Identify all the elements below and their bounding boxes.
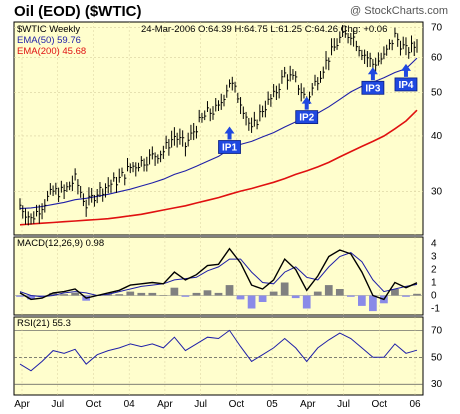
macd-histogram-bar	[203, 290, 212, 296]
macd-histogram-bar	[225, 285, 234, 296]
callout-box	[218, 140, 241, 154]
rsi-tick-label: 50	[431, 352, 443, 363]
macd-histogram-bar	[170, 287, 179, 296]
price-tick-label: 30	[431, 187, 443, 198]
callout-label: IP2	[299, 113, 314, 124]
macd-histogram-bar	[369, 295, 377, 312]
callout-ip4: IP4	[394, 63, 418, 92]
macd-histogram-bar	[49, 292, 57, 296]
macd-histogram-bar	[391, 289, 399, 296]
macd-histogram-bar	[346, 295, 355, 297]
callout-ip1: IP1	[218, 126, 241, 154]
callout-arrow-icon	[400, 63, 411, 77]
x-tick-label: Jul	[337, 399, 350, 410]
macd-histogram-bar	[16, 295, 24, 297]
x-tick-label: Jul	[51, 399, 64, 410]
x-tick-label: 06	[409, 399, 421, 410]
macd-histogram-bar	[247, 295, 256, 309]
callout-label: IP1	[222, 143, 237, 154]
macd-histogram-bar	[159, 295, 168, 296]
ema50-label: EMA(50) 59.76	[17, 35, 81, 46]
ema200-line	[19, 109, 418, 226]
x-tick-label: Apr	[14, 399, 30, 410]
price-tick-label: 60	[431, 52, 443, 63]
macd-histogram-bar	[60, 294, 68, 296]
x-tick-label: Apr	[300, 399, 316, 410]
x-tick-label: 05	[267, 399, 279, 410]
watermark: @ StockCharts.com	[350, 5, 448, 17]
macd-histogram-bar	[27, 295, 35, 300]
x-tick-label: Jul	[194, 399, 207, 410]
quote-label: 24-Mar-2006 O:64.39 H:64.75 L:61.25 C:64…	[141, 24, 387, 35]
macd-histogram-bar	[38, 295, 46, 297]
macd-tick-label: -1	[431, 304, 440, 315]
callout-ip2: IP2	[295, 96, 319, 125]
macd-histogram-bar	[104, 294, 113, 296]
macd-histogram-bar	[291, 295, 300, 299]
rsi-tick-label: 70	[431, 325, 443, 336]
macd-tick-label: 1	[431, 278, 437, 289]
x-tick-label: Apr	[157, 399, 173, 410]
price-tick-label: 70	[431, 22, 443, 33]
callout-box	[394, 77, 418, 92]
ema200-label: EMA(200) 45.68	[17, 46, 86, 57]
macd-histogram-bar	[126, 291, 135, 296]
callout-label: IP3	[365, 83, 380, 94]
macd-histogram-bar	[313, 291, 322, 296]
price-tick-label: 50	[431, 88, 443, 99]
macd-histogram-bar	[148, 292, 157, 296]
macd-histogram-bar	[302, 295, 311, 309]
macd-tick-label: 4	[431, 239, 437, 250]
macd-histogram-bar	[413, 293, 421, 296]
callout-arrow-icon	[224, 126, 235, 140]
macd-histogram-bar	[324, 285, 333, 296]
macd-label: MACD(12,26,9) 0.98	[17, 238, 104, 249]
macd-histogram-bar	[236, 295, 245, 300]
rsi-label: RSI(21) 55.3	[17, 318, 71, 329]
macd-histogram-bar	[214, 292, 223, 296]
rsi-panel-bg	[13, 316, 424, 396]
x-tick-label: Oct	[229, 399, 245, 410]
callout-box	[295, 110, 319, 125]
macd-histogram-bar	[358, 295, 366, 306]
callout-ip3: IP3	[361, 67, 385, 95]
rsi-line	[19, 329, 418, 372]
rsi-tick-label: 30	[431, 379, 443, 390]
x-tick-label: 04	[124, 399, 136, 410]
macd-histogram-bar	[280, 282, 289, 296]
macd-histogram-bar	[71, 292, 79, 296]
ema50-line	[19, 57, 418, 210]
macd-line	[19, 247, 418, 301]
macd-tick-label: 3	[431, 252, 437, 263]
macd-histogram-bar	[335, 289, 344, 296]
x-tick-label: Oct	[86, 399, 102, 410]
symbol-label: $WTIC Weekly	[17, 24, 80, 35]
macd-histogram-bar	[137, 292, 146, 296]
macd-tick-label: 2	[431, 265, 437, 276]
callout-box	[361, 80, 385, 95]
macd-panel-bg	[13, 236, 424, 316]
chart-title: Oil (EOD) ($WTIC)	[14, 3, 142, 20]
callout-label: IP4	[398, 80, 413, 91]
callout-arrow-icon	[301, 96, 312, 110]
macd-histogram-bar	[181, 295, 190, 297]
macd-histogram-bar	[402, 295, 410, 297]
macd-histogram-bar	[258, 295, 267, 302]
macd-histogram-bar	[192, 292, 201, 296]
macd-signal-line	[19, 252, 418, 298]
macd-histogram-bar	[115, 294, 124, 296]
macd-histogram-bar	[269, 291, 278, 296]
callout-arrow-icon	[367, 67, 378, 81]
price-tick-label: 40	[431, 131, 443, 142]
macd-tick-label: 0	[431, 291, 437, 302]
x-tick-label: Oct	[371, 399, 387, 410]
